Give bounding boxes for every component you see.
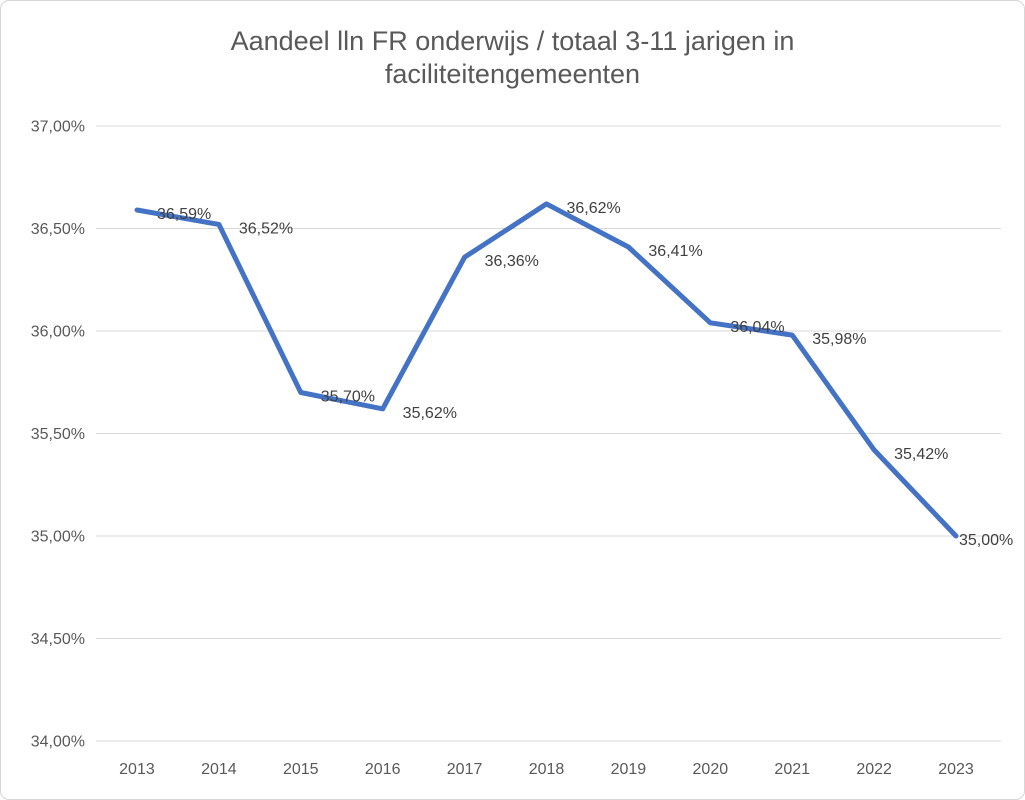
- data-point-label: 35,70%: [321, 389, 375, 406]
- x-axis-tick-label: 2018: [529, 761, 565, 778]
- data-point-label: 36,52%: [239, 220, 293, 237]
- data-point-label: 36,04%: [730, 319, 784, 336]
- x-axis-tick-label: 2023: [938, 761, 974, 778]
- x-axis-tick-label: 2021: [774, 761, 810, 778]
- data-point-label: 35,00%: [959, 532, 1013, 549]
- data-point-label: 35,42%: [894, 446, 948, 463]
- data-point-label: 36,62%: [567, 200, 621, 217]
- data-series-line: [134, 201, 959, 539]
- x-axis-tick-label: 2013: [119, 761, 155, 778]
- y-axis-tick-label: 35,00%: [31, 529, 85, 546]
- x-axis-tick-label: 2019: [611, 761, 647, 778]
- x-axis-tick-label: 2020: [693, 761, 729, 778]
- data-point-label: 35,62%: [403, 405, 457, 422]
- data-point-label: 36,41%: [648, 243, 702, 260]
- y-axis-tick-label: 35,50%: [31, 426, 85, 443]
- x-axis-tick-label: 2017: [447, 761, 483, 778]
- y-axis-tick-label: 36,50%: [31, 221, 85, 238]
- data-point-label: 36,59%: [157, 206, 211, 223]
- x-axis-tick-label: 2022: [856, 761, 892, 778]
- y-axis-tick-label: 37,00%: [31, 119, 85, 136]
- x-axis-tick-label: 2015: [283, 761, 319, 778]
- data-point-label: 36,36%: [485, 253, 539, 270]
- y-axis-tick-label: 34,50%: [31, 631, 85, 648]
- y-axis-tick-label: 34,00%: [31, 734, 85, 751]
- x-axis-tick-label: 2014: [201, 761, 237, 778]
- x-axis-tick-label: 2016: [365, 761, 401, 778]
- data-point-label: 35,98%: [812, 331, 866, 348]
- y-axis-tick-label: 36,00%: [31, 324, 85, 341]
